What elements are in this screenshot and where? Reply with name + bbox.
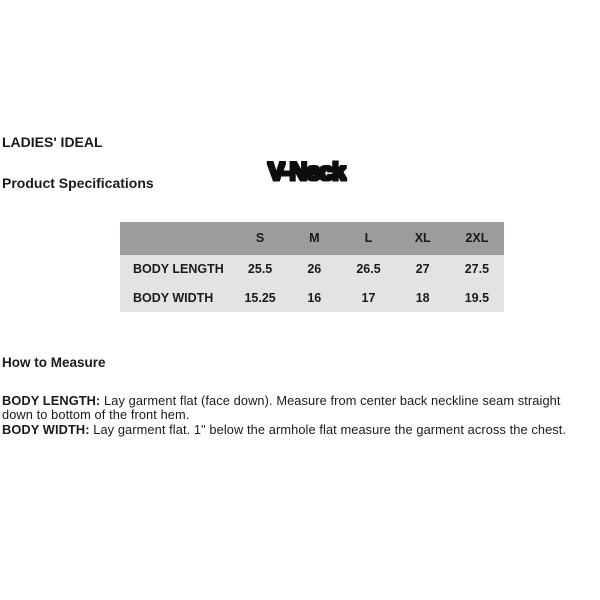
svg-text:V-Neck: V-Neck [268, 158, 346, 186]
